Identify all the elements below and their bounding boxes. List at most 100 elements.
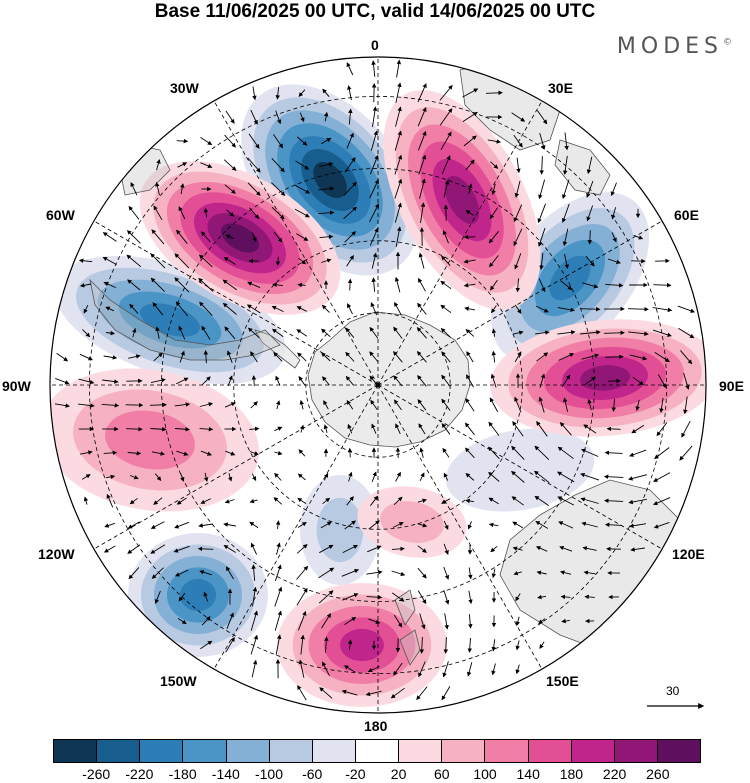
- wind-vector: [394, 130, 402, 151]
- wind-vector: [557, 496, 575, 506]
- wind-vector: [514, 180, 521, 198]
- wind-vector: [151, 451, 165, 456]
- wind-vector: [273, 497, 283, 505]
- wind-vector: [273, 231, 283, 243]
- wind-vector: [322, 497, 331, 505]
- meridian-line: [377, 384, 663, 550]
- wind-vector: [419, 613, 426, 630]
- wind-vector: [247, 281, 261, 289]
- wind-vector: [393, 375, 403, 387]
- wind-vector: [341, 689, 358, 696]
- wind-vector: [78, 378, 95, 385]
- wind-vector: [440, 280, 452, 290]
- wind-vector: [154, 473, 162, 481]
- wind-vector: [417, 130, 427, 151]
- wind-vector: [538, 179, 546, 200]
- wind-vector: [538, 227, 546, 247]
- wind-vector: [300, 634, 305, 655]
- wind-vector: [653, 282, 672, 288]
- wind-vector: [394, 154, 403, 175]
- wind-vector: [299, 424, 305, 433]
- wind-vector: [126, 426, 143, 432]
- wind-vector: [345, 375, 354, 386]
- wind-vector: [129, 475, 139, 480]
- wind-vector: [249, 426, 260, 432]
- wind-vector: [627, 306, 649, 312]
- wind-vector: [227, 473, 233, 482]
- colorbar-swatch: [442, 740, 486, 762]
- wind-vector: [127, 450, 142, 456]
- wind-vector: [535, 546, 548, 552]
- wind-vector: [580, 330, 601, 335]
- wind-vector: [557, 471, 575, 483]
- wind-vector: [561, 203, 570, 223]
- colorbar-tick-label: 220: [602, 766, 627, 782]
- colorbar-swatch: [614, 740, 658, 762]
- wind-vector: [489, 255, 499, 268]
- wind-vector: [560, 594, 571, 600]
- wind-vector: [274, 426, 283, 432]
- wind-vector: [443, 179, 450, 198]
- wind-vector: [582, 282, 599, 289]
- wind-vector: [629, 354, 648, 361]
- wind-vector: [514, 253, 522, 270]
- wind-vector: [487, 139, 502, 144]
- wind-vector: [441, 498, 451, 504]
- wind-vector: [467, 521, 472, 530]
- wind-vector: [658, 374, 667, 389]
- wind-vector: [78, 403, 95, 408]
- wind-vector: [247, 157, 261, 173]
- wind-vector: [442, 229, 449, 244]
- wind-vector: [511, 112, 526, 122]
- wind-vector: [488, 231, 499, 244]
- lon-label-150w: 150W: [160, 673, 197, 689]
- wind-vector: [175, 301, 189, 317]
- wind-vector: [150, 378, 166, 384]
- wind-vector: [440, 304, 452, 314]
- wind-vector: [128, 354, 141, 359]
- wind-vector: [369, 154, 379, 175]
- wind-vector: [441, 423, 451, 435]
- wind-vector: [417, 523, 428, 528]
- wind-vector: [391, 592, 405, 602]
- meridian-line: [213, 384, 379, 670]
- wind-vector: [200, 137, 213, 146]
- wind-vector: [105, 474, 116, 480]
- wind-vector: [106, 493, 114, 508]
- wind-vector: [275, 634, 282, 655]
- wind-vector: [417, 498, 427, 503]
- wind-vector: [604, 522, 623, 528]
- wind-vector: [444, 613, 449, 630]
- wind-vector: [468, 183, 473, 194]
- wind-vector: [586, 156, 593, 175]
- wind-vector: [155, 181, 160, 196]
- lon-label-60w: 60W: [46, 207, 75, 223]
- wind-vector: [395, 106, 402, 127]
- wind-vector: [296, 543, 308, 554]
- wind-vector: [297, 610, 307, 631]
- wind-vector: [441, 686, 451, 701]
- wind-vector: [345, 351, 355, 362]
- wind-vector: [491, 350, 496, 363]
- colorbar-tick-label: -140: [211, 766, 240, 782]
- wind-vector: [534, 445, 550, 461]
- wind-vector: [371, 60, 376, 77]
- wind-vector: [365, 690, 382, 697]
- wind-vector: [274, 564, 282, 581]
- wind-vector: [201, 616, 211, 626]
- wind-vector: [322, 88, 330, 97]
- colorbar-tick-label: -220: [125, 766, 154, 782]
- north-high-anomaly: [383, 90, 541, 310]
- wind-vector: [514, 396, 522, 413]
- wind-vector: [583, 424, 597, 434]
- wind-vector: [417, 83, 427, 103]
- colorbar-tick-label: -180: [168, 766, 197, 782]
- wind-vector: [632, 376, 644, 386]
- wind-vector: [462, 111, 478, 122]
- wind-vector: [468, 590, 473, 605]
- wind-vector: [298, 659, 305, 678]
- wind-vector: [344, 157, 356, 173]
- meridian-line: [377, 384, 543, 670]
- wind-vector: [225, 636, 235, 653]
- wind-vector: [346, 496, 354, 506]
